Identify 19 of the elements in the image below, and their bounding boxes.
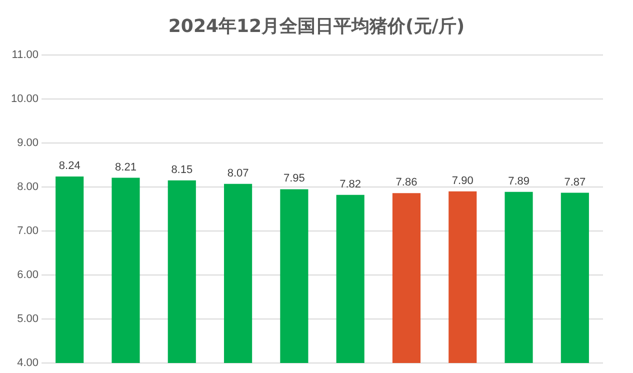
y-tick-label: 6.00 [17, 269, 39, 282]
data-label: 8.24 [58, 160, 80, 172]
y-tick-label: 8.00 [17, 181, 39, 194]
y-tick-label: 10.00 [10, 93, 39, 106]
data-label: 8.07 [227, 167, 249, 180]
data-label: 8.21 [115, 161, 136, 174]
y-tick-label: 7.00 [17, 225, 39, 238]
data-label: 7.82 [340, 178, 362, 190]
data-label: 8.15 [171, 164, 193, 176]
data-label: 7.87 [564, 176, 586, 188]
data-label: 7.86 [396, 176, 418, 189]
data-label: 7.89 [508, 175, 530, 188]
y-tick-label: 5.00 [17, 313, 39, 326]
y-tick-label: 11.00 [12, 49, 39, 62]
chart-title: 2024年12月全国日平均猪价(元/斤) [167, 15, 466, 38]
y-tick-label: 9.00 [17, 137, 39, 150]
y-tick-label: 4.00 [17, 357, 39, 370]
data-label: 7.95 [283, 172, 305, 185]
data-label: 7.90 [452, 174, 474, 187]
